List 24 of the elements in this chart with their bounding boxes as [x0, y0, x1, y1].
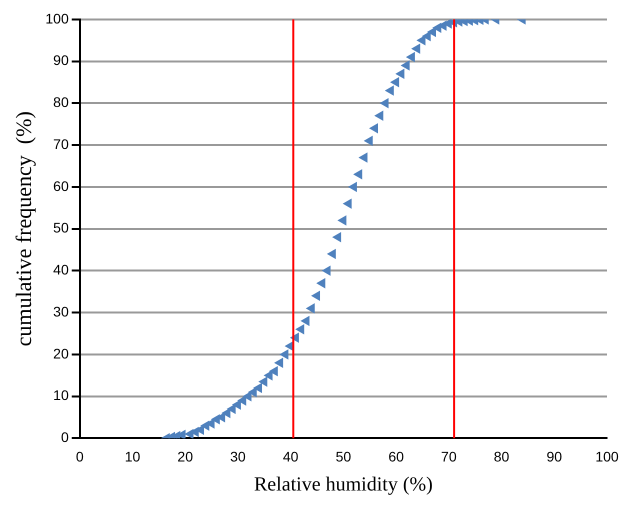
- y-tick-label: 100: [45, 10, 69, 26]
- x-tick-label: 20: [177, 448, 194, 464]
- y-axis-title: cumulative frequency (%): [10, 111, 36, 346]
- x-tick-label: 50: [336, 448, 352, 464]
- y-tick-label: 30: [53, 303, 69, 320]
- y-tick-label: 10: [53, 387, 69, 404]
- y-tick-label: 60: [53, 178, 69, 194]
- y-tick-label: 80: [53, 94, 69, 110]
- y-tick-label: 0: [60, 429, 69, 446]
- x-tick-label: 90: [546, 448, 562, 464]
- x-tick-label: 10: [124, 448, 140, 464]
- x-tick-label: 80: [494, 448, 510, 464]
- y-tick-label: 70: [53, 136, 69, 152]
- y-tick-label: 40: [53, 262, 69, 278]
- x-tick-label: 40: [282, 448, 299, 464]
- x-tick-label: 60: [388, 448, 404, 464]
- x-tick-label: 30: [230, 448, 246, 464]
- x-tick-label: 0: [76, 448, 84, 464]
- y-tick-label: 50: [53, 220, 69, 236]
- x-axis-title: Relative humidity (%): [254, 473, 433, 496]
- x-tick-label: 70: [441, 448, 457, 464]
- y-tick-label: 90: [53, 52, 69, 68]
- y-tick-label: 20: [53, 345, 69, 362]
- x-tick-label: 100: [595, 448, 619, 464]
